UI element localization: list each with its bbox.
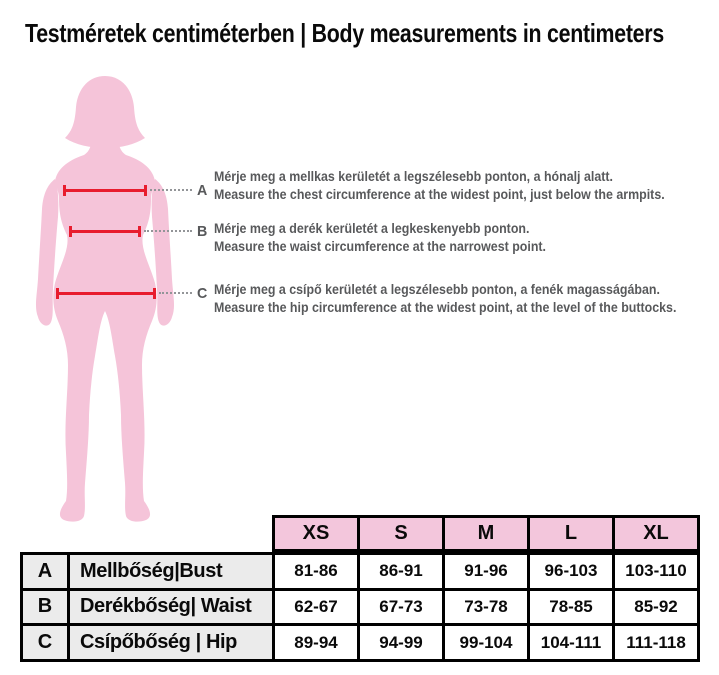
row-c-value-xl: 111-118 <box>615 626 697 659</box>
waist-description-hu: Mérje meg a derék kerületét a legkeskeny… <box>214 221 530 236</box>
female-body-silhouette <box>35 76 175 522</box>
row-a-value-l: 96-103 <box>530 555 612 588</box>
row-c-letter: C <box>23 626 67 659</box>
hip-measure-line <box>56 288 156 299</box>
bust-description-en: Measure the chest circumference at the w… <box>214 186 665 202</box>
row-b-value-xs: 62-67 <box>275 590 357 624</box>
waist-leader-dots <box>144 230 192 232</box>
row-a-value-xs: 81-86 <box>275 555 357 588</box>
row-b-value-m: 73-78 <box>445 590 527 624</box>
size-header-xs: XS <box>275 518 357 549</box>
figure-label-a: A <box>197 182 208 199</box>
row-a-value-m: 91-96 <box>445 555 527 588</box>
row-c-value-xs: 89-94 <box>275 626 357 659</box>
row-c-value-l: 104-111 <box>530 626 612 659</box>
waist-description: Mérje meg a derék kerületét a legkeskeny… <box>214 220 711 255</box>
hip-description: Mérje meg a csípő kerületét a legszélese… <box>214 281 711 316</box>
row-a-letter: A <box>23 555 67 588</box>
row-b-value-xl: 85-92 <box>615 590 697 624</box>
bust-description: Mérje meg a mellkas kerületét a legszéle… <box>214 168 711 203</box>
row-b-letter: B <box>23 590 67 624</box>
row-c-label: Csípőbőség | Hip <box>70 626 272 659</box>
row-a-label: Mellbőség|Bust <box>70 555 272 588</box>
page-title: Testméretek centiméterben | Body measure… <box>25 18 664 48</box>
size-table-body: A Mellbőség|Bust 81-86 86-91 91-96 96-10… <box>20 552 700 662</box>
size-header-xl: XL <box>615 518 697 549</box>
figure-label-b: B <box>197 223 208 240</box>
hip-description-en: Measure the hip circumference at the wid… <box>214 299 677 315</box>
bust-leader-dots <box>150 189 192 191</box>
measurement-figure: A B C Mérje meg a mellkas kerületét a le… <box>35 76 711 522</box>
hip-leader-dots <box>159 292 192 294</box>
row-c-value-m: 99-104 <box>445 626 527 659</box>
waist-measure-line <box>69 226 141 237</box>
row-b-value-s: 67-73 <box>360 590 442 624</box>
row-b-label: Derékbőség| Waist <box>70 590 272 624</box>
row-a-value-xl: 103-110 <box>615 555 697 588</box>
row-c-value-s: 94-99 <box>360 626 442 659</box>
bust-description-hu: Mérje meg a mellkas kerületét a legszéle… <box>214 169 613 184</box>
size-table-header: XS S M L XL <box>272 515 700 552</box>
waist-description-en: Measure the waist circumference at the n… <box>214 238 546 254</box>
size-header-l: L <box>530 518 612 549</box>
size-header-m: M <box>445 518 527 549</box>
figure-label-c: C <box>197 285 208 302</box>
row-a-value-s: 86-91 <box>360 555 442 588</box>
row-b-value-l: 78-85 <box>530 590 612 624</box>
size-header-s: S <box>360 518 442 549</box>
hip-description-hu: Mérje meg a csípő kerületét a legszélese… <box>214 282 660 297</box>
bust-measure-line <box>63 185 147 196</box>
